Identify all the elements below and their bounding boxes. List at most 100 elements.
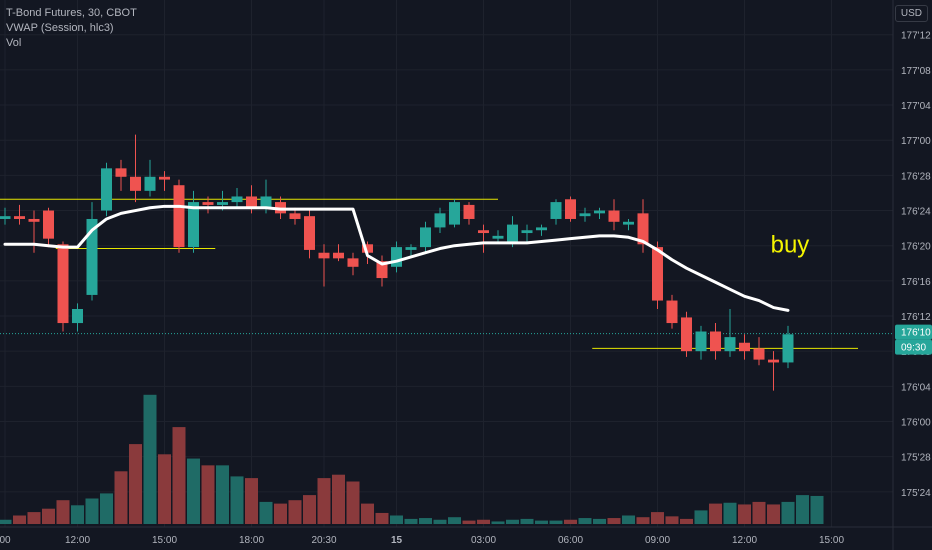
price-tick-label: 176'16 (901, 277, 931, 288)
volume-bar (767, 504, 780, 524)
price-tick-label: 175'28 (901, 453, 931, 464)
candle (492, 230, 504, 242)
candle (623, 218, 634, 231)
volume-bar (85, 498, 99, 524)
candle (86, 202, 98, 301)
candle-body (376, 261, 388, 279)
candle-body (115, 168, 127, 177)
candle-body (782, 334, 794, 363)
price-tick-label: 176'12 (901, 312, 931, 323)
candle-body (550, 202, 562, 219)
last-price-badge (895, 324, 932, 340)
candle-body (478, 230, 489, 234)
candle-body (405, 247, 417, 250)
price-tick-label: 177'08 (901, 66, 931, 77)
candle (405, 244, 417, 256)
candle (434, 207, 446, 234)
volume-bar (549, 520, 563, 524)
candle (304, 210, 315, 259)
volume-bar (230, 476, 244, 524)
candle-body (768, 359, 779, 363)
volume-bar (419, 518, 432, 524)
price-tick-label: 177'04 (901, 101, 931, 112)
candle (333, 244, 344, 262)
time-tick-label: 15:00 (152, 535, 177, 546)
candle-body (246, 196, 257, 208)
volume-bar (535, 520, 548, 524)
time-tick-label: 20:30 (311, 535, 336, 546)
volume-bar (288, 500, 302, 524)
candle (144, 159, 156, 197)
volume-bar (129, 444, 142, 524)
candle (318, 244, 330, 287)
price-tick-label: 176'20 (901, 242, 931, 253)
legend-volume: Vol (6, 37, 22, 49)
candle (782, 325, 794, 369)
volume-bar (622, 515, 635, 524)
legend-vwap: VWAP (Session, hlc3) (6, 22, 114, 34)
candle (231, 188, 243, 208)
candle-body (202, 202, 214, 205)
volume-bar (346, 481, 360, 524)
volume-bar (158, 454, 171, 524)
candle (173, 179, 185, 253)
candle-body (507, 224, 518, 242)
candle-body (652, 247, 663, 301)
volume-bar (593, 518, 606, 524)
candle-body (130, 176, 141, 191)
candle (14, 204, 25, 225)
volume-bar (390, 515, 403, 524)
candle (43, 207, 54, 248)
candle-body (188, 202, 199, 248)
currency-button[interactable]: USD (894, 5, 928, 22)
candle-body (492, 235, 504, 239)
candle-body (318, 252, 330, 259)
legend-symbol: T-Bond Futures, 30, CBOT (6, 7, 137, 19)
volume-bar (375, 512, 389, 524)
volume-bar (404, 518, 418, 524)
time-tick-label: 12:00 (65, 535, 90, 546)
volume-bar (100, 493, 113, 524)
candle-body (753, 348, 765, 360)
volume-bar (738, 504, 751, 524)
volume-bar (13, 515, 26, 524)
candle-body (579, 213, 591, 217)
volume-bar (462, 520, 476, 524)
time-tick-label: 03:00 (471, 535, 496, 546)
time-tick-label: 09:00 (645, 535, 670, 546)
grid-lines (0, 0, 893, 527)
candle (521, 224, 533, 242)
candle-body (14, 216, 25, 219)
candle-body (86, 218, 98, 295)
candle (130, 134, 141, 203)
volume-bar (752, 501, 766, 524)
candle-body (173, 185, 185, 248)
candle (536, 224, 547, 236)
candle (666, 294, 678, 329)
volume-bar (303, 495, 316, 524)
candle (608, 199, 620, 231)
candle (594, 207, 605, 219)
candle (579, 207, 591, 222)
candle (550, 199, 562, 225)
volume-bar (332, 474, 345, 524)
candle-body (72, 308, 83, 324)
candle-body (695, 331, 707, 352)
volume-bar (694, 510, 708, 524)
last-price-label: 176'10 (901, 328, 931, 339)
candle (391, 241, 402, 273)
candle (420, 221, 431, 253)
time-tick-label: 12:00 (732, 535, 757, 546)
candle-body (623, 221, 634, 225)
price-tick-label: 175'24 (901, 488, 931, 499)
candle-body (333, 252, 344, 259)
price-tick-label: 176'04 (901, 382, 931, 393)
candle (637, 199, 649, 253)
volume-bar (42, 508, 55, 524)
candle (565, 196, 576, 222)
candle (159, 171, 170, 191)
candle (376, 255, 388, 287)
candle-body (0, 216, 11, 219)
candle (72, 303, 83, 332)
